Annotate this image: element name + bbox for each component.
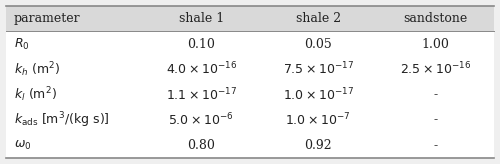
Text: shale 2: shale 2 <box>296 12 341 25</box>
Text: $5.0\times 10^{-6}$: $5.0\times 10^{-6}$ <box>168 112 234 128</box>
Text: -: - <box>433 113 437 126</box>
Text: $1.0\times 10^{-17}$: $1.0\times 10^{-17}$ <box>282 86 354 103</box>
Text: 1.00: 1.00 <box>421 38 449 51</box>
Text: $7.5\times 10^{-17}$: $7.5\times 10^{-17}$ <box>282 61 354 78</box>
Text: $k_{\mathrm{ads}}\ [\mathrm{m}^3/(\mathrm{kg\ s})]$: $k_{\mathrm{ads}}\ [\mathrm{m}^3/(\mathr… <box>14 110 110 130</box>
Text: shale 1: shale 1 <box>178 12 224 25</box>
Bar <box>6 31 494 158</box>
Text: parameter: parameter <box>14 12 80 25</box>
Text: -: - <box>433 88 437 101</box>
Text: 0.92: 0.92 <box>304 139 332 152</box>
Text: sandstone: sandstone <box>403 12 468 25</box>
Text: $2.5\times 10^{-16}$: $2.5\times 10^{-16}$ <box>400 61 470 78</box>
Text: $k_l\ (\mathrm{m}^2)$: $k_l\ (\mathrm{m}^2)$ <box>14 85 57 104</box>
Text: $1.0\times 10^{-7}$: $1.0\times 10^{-7}$ <box>286 112 351 128</box>
Text: 0.05: 0.05 <box>304 38 332 51</box>
Text: $4.0\times 10^{-16}$: $4.0\times 10^{-16}$ <box>166 61 237 78</box>
Text: $\omega_0$: $\omega_0$ <box>14 139 32 152</box>
Text: $R_0$: $R_0$ <box>14 37 30 52</box>
Text: -: - <box>433 139 437 152</box>
Text: $k_h\ (\mathrm{m}^2)$: $k_h\ (\mathrm{m}^2)$ <box>14 60 60 79</box>
Text: 0.10: 0.10 <box>188 38 215 51</box>
Text: $1.1\times 10^{-17}$: $1.1\times 10^{-17}$ <box>166 86 237 103</box>
Bar <box>6 6 494 31</box>
Text: 0.80: 0.80 <box>188 139 215 152</box>
